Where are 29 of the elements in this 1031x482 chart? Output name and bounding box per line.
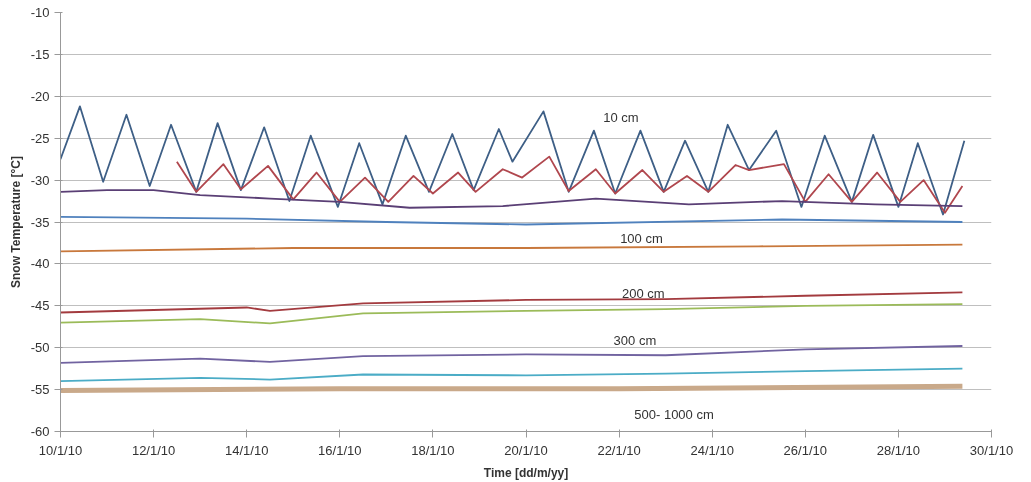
x-tick-label: 16/1/10: [318, 442, 362, 458]
x-tick-label: 18/1/10: [411, 442, 455, 458]
y-tick-label: -40: [30, 256, 50, 272]
annotation: 300 cm: [613, 333, 657, 349]
x-tick-label: 10/1/10: [38, 442, 83, 458]
x-tick-label: 12/1/10: [131, 442, 176, 458]
y-tick-label: -20: [30, 88, 50, 104]
annotation: 500- 1000 cm: [634, 407, 714, 423]
x-tick-label: 30/1/10: [969, 442, 1014, 458]
x-tick-label: 26/1/10: [783, 442, 827, 458]
y-tick-label: -45: [30, 298, 50, 314]
y-tick-label: -50: [30, 340, 50, 356]
y-axis-title: Snow Temperature [°C]: [8, 156, 23, 288]
y-tick-label: -25: [30, 130, 50, 146]
y-tick-label: -30: [30, 172, 50, 188]
x-tick-label: 20/1/10: [504, 442, 548, 458]
x-axis-title: Time [dd/m/yy]: [483, 465, 569, 480]
x-tick-label: 28/1/10: [876, 442, 921, 458]
y-tick-label: -60: [30, 424, 50, 439]
y-tick-label: -35: [30, 214, 50, 230]
x-tick-label: 24/1/10: [690, 442, 734, 458]
y-tick-label: -10: [30, 5, 50, 20]
annotation: 10 cm: [603, 110, 639, 126]
x-tick-label: 14/1/10: [225, 442, 269, 458]
y-tick-label: -55: [30, 382, 50, 398]
annotation: 100 cm: [620, 231, 663, 247]
x-tick-label: 22/1/10: [597, 442, 641, 458]
y-tick-label: -15: [30, 46, 50, 62]
annotation: 200 cm: [621, 286, 665, 302]
